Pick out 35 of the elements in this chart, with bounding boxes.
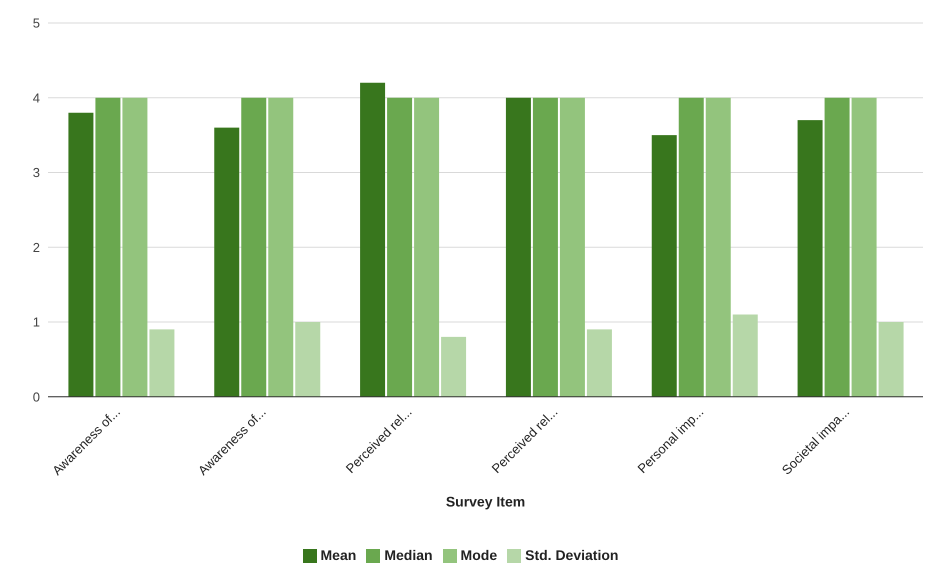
- bar: [824, 98, 850, 397]
- bar: [506, 98, 531, 397]
- bar: [214, 128, 240, 397]
- y-tick-label: 3: [32, 165, 40, 180]
- legend-label: Mean: [320, 546, 356, 563]
- bar: [560, 98, 585, 397]
- y-tick-label: 0: [32, 389, 40, 404]
- bar: [732, 314, 758, 397]
- bar: [149, 329, 174, 397]
- bar: [532, 98, 558, 397]
- bar: [387, 98, 412, 397]
- bar: [68, 112, 94, 397]
- y-tick-label: 1: [32, 314, 40, 330]
- bar: [95, 98, 120, 397]
- bar: [586, 329, 612, 397]
- bar: [414, 98, 440, 397]
- y-tick-label: 2: [32, 240, 40, 255]
- y-tick-label: 5: [32, 16, 40, 31]
- legend-label: Median: [384, 546, 433, 563]
- bar: [295, 322, 320, 397]
- bar: [360, 82, 386, 397]
- bar: [441, 336, 466, 397]
- bar: [678, 98, 704, 397]
- legend-label: Std. Deviation: [525, 546, 618, 563]
- bar: [852, 98, 877, 397]
- bar: [122, 98, 148, 397]
- bar: [706, 98, 731, 397]
- bar: [268, 98, 294, 397]
- legend-label: Mode: [460, 546, 498, 563]
- x-axis-title: Survey Item: [446, 494, 526, 510]
- bar: [652, 135, 677, 397]
- y-tick-label: 4: [32, 90, 40, 106]
- bar: [798, 120, 823, 397]
- bar: [878, 322, 904, 397]
- bar: [241, 98, 266, 397]
